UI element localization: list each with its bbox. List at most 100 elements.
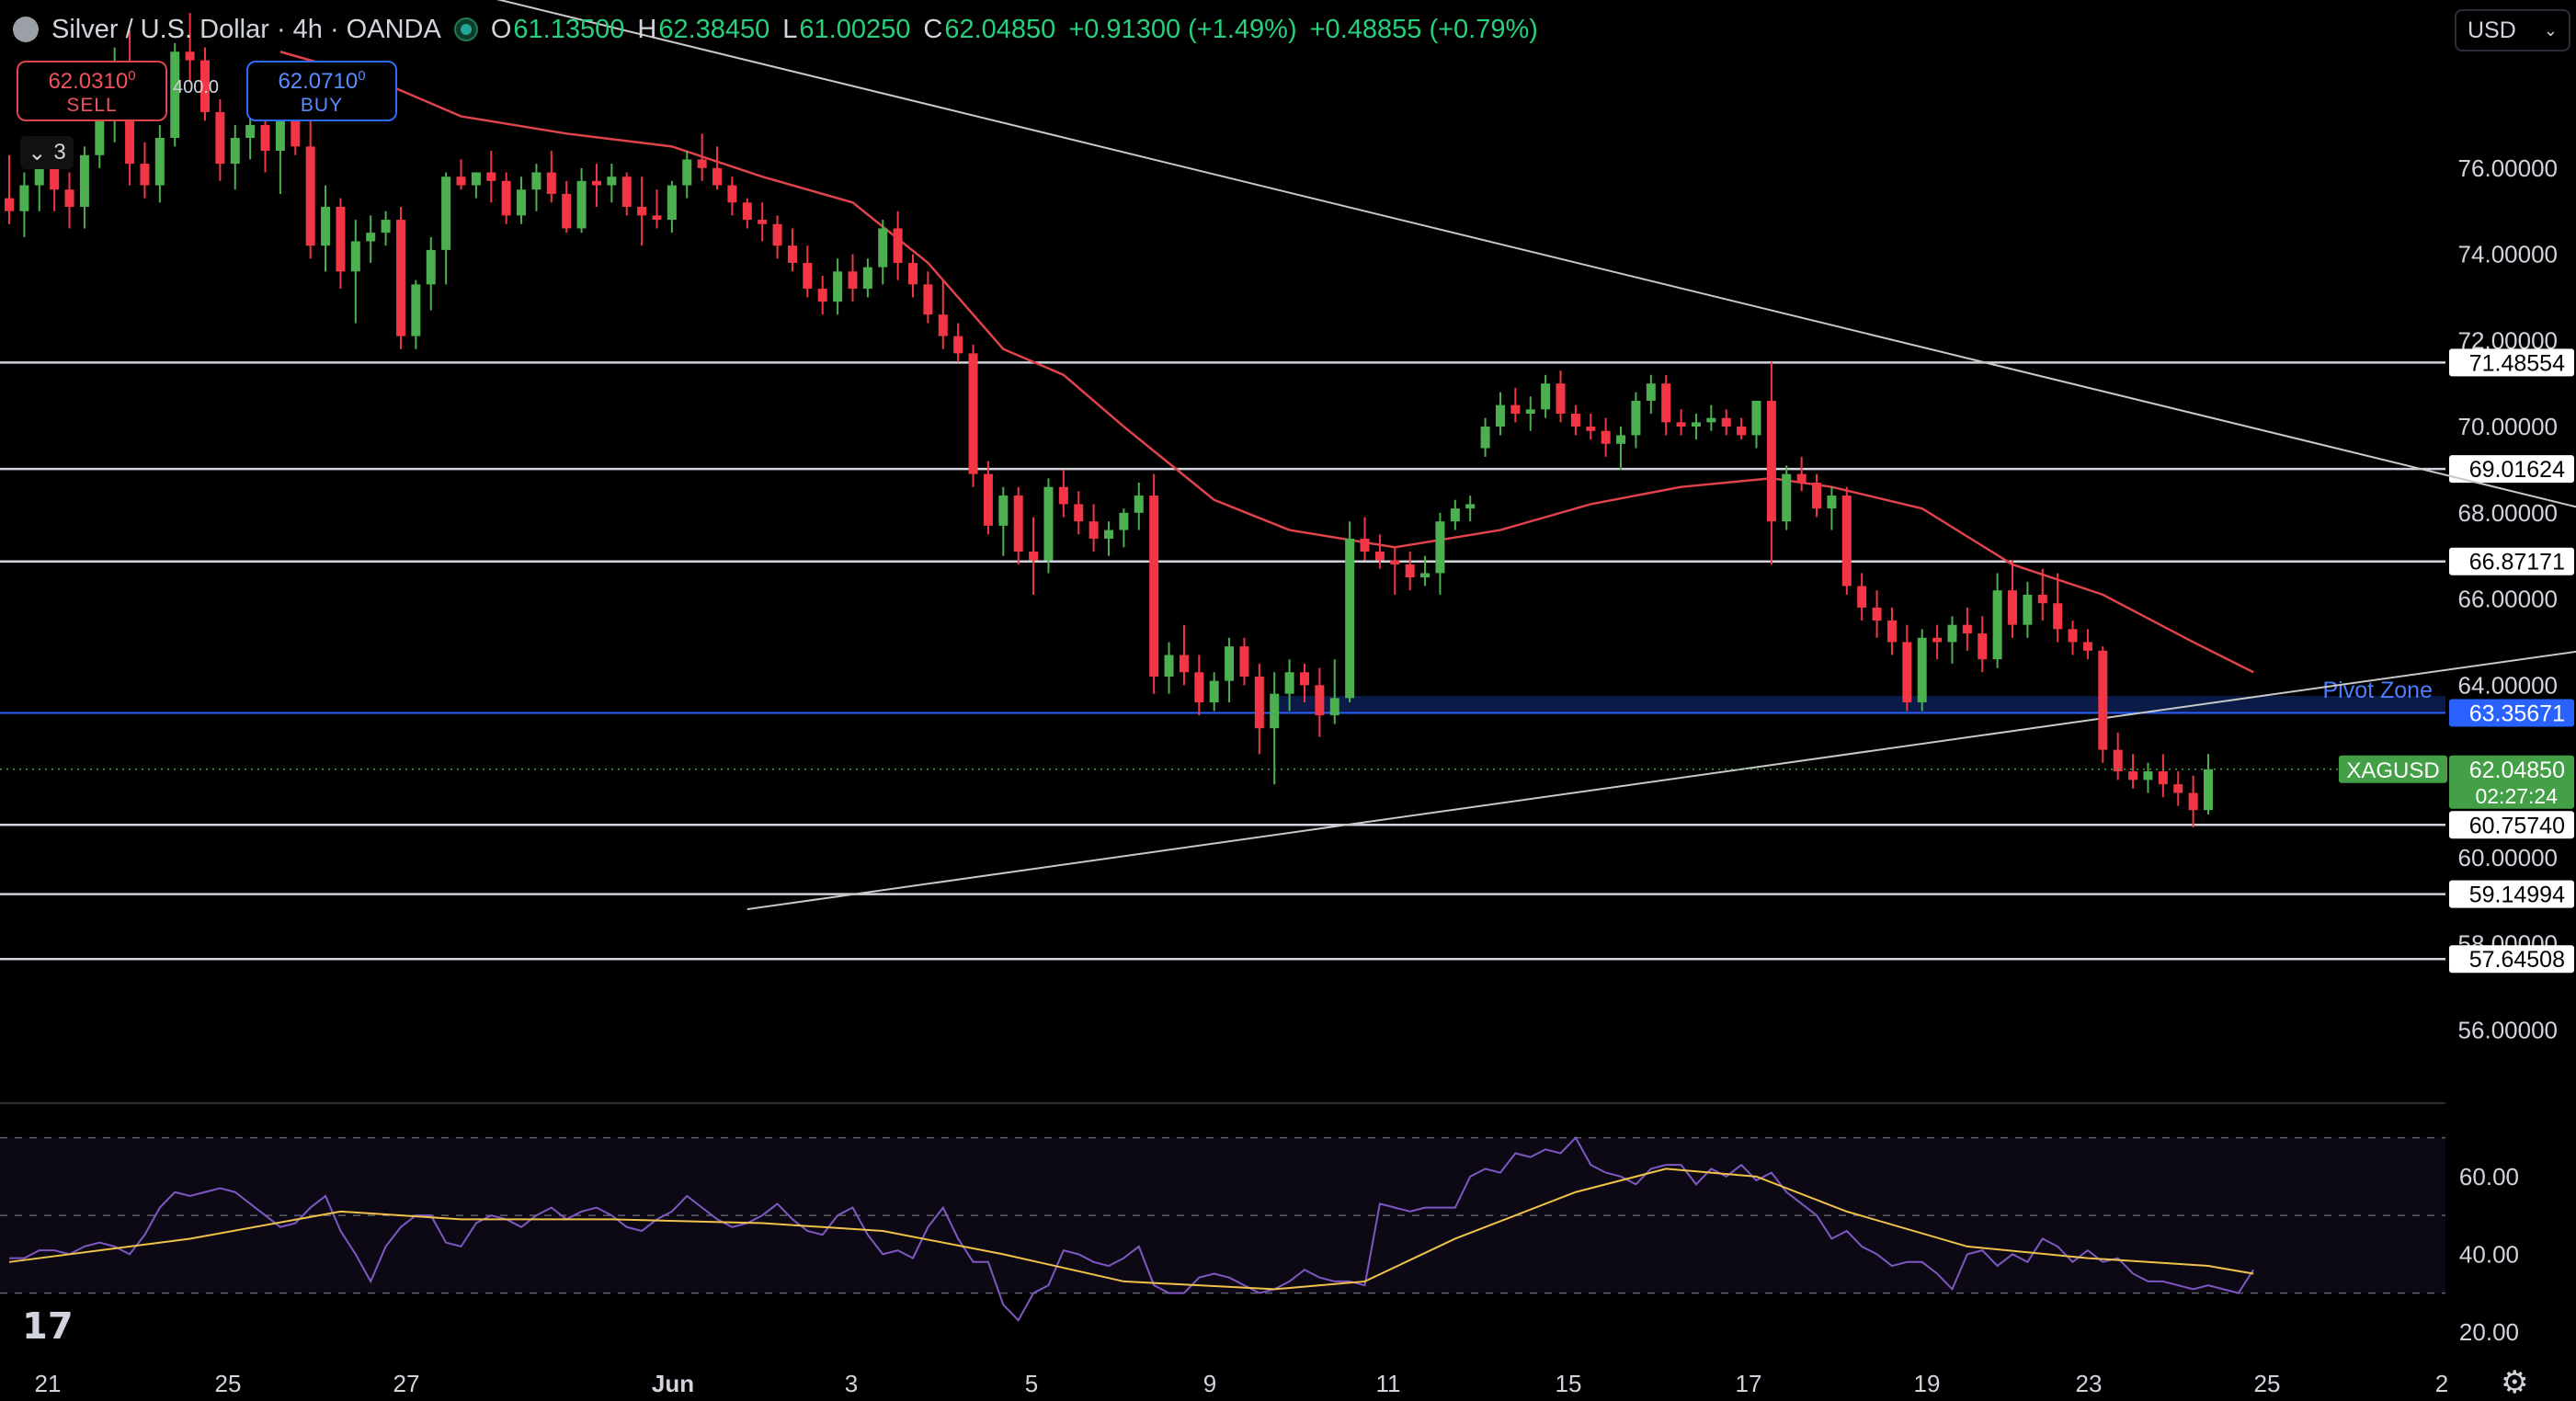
candle-body xyxy=(140,164,150,186)
last-price-label: 62.04850 xyxy=(2469,757,2565,783)
gear-icon[interactable]: ⚙ xyxy=(2501,1365,2529,1400)
candle-body xyxy=(1029,552,1039,561)
x-tick-label: Jun xyxy=(652,1370,694,1397)
candle-body xyxy=(1480,427,1490,449)
indicators-toggle[interactable]: ⌄ 3 xyxy=(20,136,74,169)
chevron-down-icon: ⌄ xyxy=(2543,20,2558,40)
candle-body xyxy=(2204,769,2213,811)
symbol-title[interactable]: Silver / U.S. Dollar · 4h · OANDA xyxy=(51,14,441,44)
candle-body xyxy=(1721,417,1731,427)
candle-body xyxy=(381,220,391,234)
last-price-tag xyxy=(2449,755,2574,809)
candle-body xyxy=(1841,495,1852,587)
candle-body xyxy=(2068,629,2078,643)
y-tick-label: 76.00000 xyxy=(2458,154,2558,182)
candle-body xyxy=(998,495,1009,526)
candle-body xyxy=(426,249,436,285)
candle-body xyxy=(968,353,978,474)
sell-price-sup: 0 xyxy=(128,68,136,84)
candle-body xyxy=(64,189,74,207)
x-tick-label: 5 xyxy=(1025,1370,1038,1397)
buy-button[interactable]: 62.07100 BUY xyxy=(246,61,397,121)
candle-body xyxy=(833,271,843,302)
level-price-tag xyxy=(2449,880,2574,908)
candle-body xyxy=(486,172,496,181)
candle-body xyxy=(291,111,301,147)
candle-body xyxy=(1104,530,1113,539)
symbol-tag-label: XAGUSD xyxy=(2346,758,2439,783)
candle-body xyxy=(1315,685,1325,716)
market-open-icon xyxy=(453,17,478,41)
bar-countdown-label: 02:27:24 xyxy=(2475,784,2558,808)
candle-body xyxy=(1450,508,1460,522)
candle-body xyxy=(1782,473,1792,522)
silver-symbol-icon xyxy=(13,17,39,42)
candle-body xyxy=(1149,495,1159,677)
order-quantity[interactable]: 400.0 xyxy=(173,77,220,97)
candle-body xyxy=(1345,538,1355,699)
level-price-label: 59.14994 xyxy=(2469,883,2565,908)
candle-body xyxy=(848,271,858,290)
candle-body xyxy=(456,177,466,186)
sell-button[interactable]: 62.03100 SELL xyxy=(17,61,167,121)
y-tick-label: 66.00000 xyxy=(2458,586,2558,613)
candle-body xyxy=(1586,427,1596,431)
candle-body xyxy=(1646,383,1656,401)
candle-body xyxy=(441,177,451,250)
candle-body xyxy=(1932,637,1943,643)
candle-body xyxy=(803,262,813,290)
level-price-tag xyxy=(2449,348,2574,377)
candle-body xyxy=(2053,603,2063,630)
candle-body xyxy=(5,198,14,211)
x-tick-label: 25 xyxy=(2254,1370,2281,1397)
candle-body xyxy=(652,215,662,221)
candle-body xyxy=(562,193,572,229)
candle-body xyxy=(2143,771,2153,780)
candle-body xyxy=(321,207,331,246)
candle-body xyxy=(1074,504,1084,522)
buy-price-sup: 0 xyxy=(358,68,366,84)
candle-body xyxy=(1827,495,1837,509)
level-price-tag xyxy=(2449,455,2574,484)
x-tick-label: 11 xyxy=(1376,1370,1401,1397)
candle-body xyxy=(1495,404,1505,427)
candle-body xyxy=(1374,552,1385,561)
candle-body xyxy=(1164,655,1174,677)
candle-body xyxy=(1089,521,1099,539)
candle-body xyxy=(1691,422,1701,427)
candle-body xyxy=(1390,560,1400,565)
candle-body xyxy=(1616,435,1626,444)
candle-body xyxy=(2098,650,2108,750)
candle-body xyxy=(471,172,481,186)
candle-body xyxy=(1947,624,1957,643)
x-tick-label: 21 xyxy=(35,1370,62,1397)
level-price-label: 60.75740 xyxy=(2469,813,2565,838)
candle-body xyxy=(1601,430,1611,444)
candle-body xyxy=(682,159,692,186)
candle-body xyxy=(1857,586,1867,608)
pivot-zone-label: Pivot Zone xyxy=(2322,678,2433,703)
moving-average-line xyxy=(279,51,2254,674)
currency-select[interactable]: USD ⌄ xyxy=(2455,9,2570,51)
x-tick-label: 9 xyxy=(1203,1370,1216,1397)
price-change-secondary: +0.48855 (+0.79%) xyxy=(1309,14,1538,44)
candle-body xyxy=(517,189,527,216)
candle-body xyxy=(1525,409,1535,414)
candle-body xyxy=(1570,414,1580,427)
candle-body xyxy=(893,228,903,263)
candle-body xyxy=(1812,483,1822,509)
y-tick-label: 60.00000 xyxy=(2458,844,2558,871)
currency-value: USD xyxy=(2468,17,2516,43)
candle-body xyxy=(199,60,210,112)
candle-body xyxy=(697,159,707,168)
level-price-label: 69.01624 xyxy=(2469,457,2565,483)
candle-body xyxy=(712,167,723,186)
level-price-tag xyxy=(2449,699,2574,727)
candle-body xyxy=(576,180,587,229)
rsi-line xyxy=(9,1135,2254,1322)
candle-body xyxy=(727,185,737,203)
candle-body xyxy=(1225,646,1235,681)
candle-body xyxy=(230,138,240,165)
candle-body xyxy=(215,111,225,165)
